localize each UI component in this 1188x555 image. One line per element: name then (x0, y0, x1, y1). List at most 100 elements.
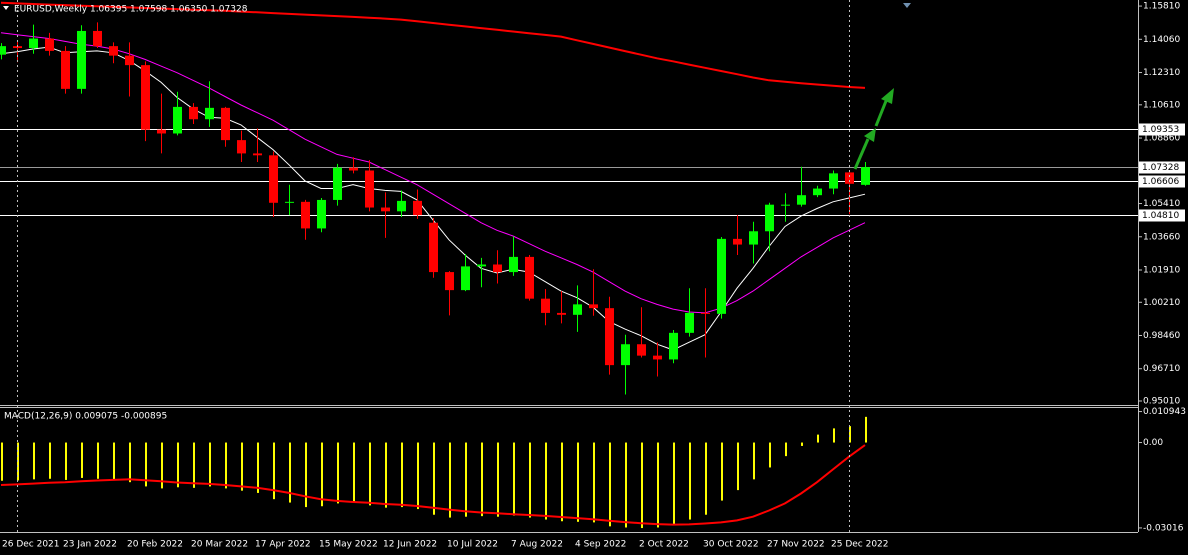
macd-bar (801, 442, 803, 446)
candle-body (253, 153, 262, 156)
y-tick-label: 1.00210 (1143, 298, 1180, 308)
macd-bar (577, 442, 579, 522)
macd-bar (385, 442, 387, 508)
price-level-label: 1.04810 (1142, 211, 1179, 221)
macd-bar (289, 442, 291, 503)
candle-body (157, 129, 166, 134)
candle-body (269, 155, 278, 203)
macd-bar (177, 442, 179, 488)
candle-body (573, 304, 582, 315)
candle-body (141, 65, 150, 130)
candle-body (29, 38, 38, 49)
macd-bar (49, 442, 51, 479)
y-tick-label: 0.95010 (1143, 397, 1180, 407)
macd-bar (753, 442, 755, 480)
candle-body (397, 200, 406, 212)
macd-bar (721, 442, 723, 501)
macd-bar (481, 442, 483, 517)
macd-bar (65, 442, 67, 480)
y-tick-label: 1.08860 (1143, 134, 1180, 144)
candle-body (333, 167, 342, 200)
macd-bar (609, 442, 611, 527)
arrow-shaft (853, 138, 870, 170)
y-tick-label: 1.05410 (1143, 199, 1180, 209)
candle-body (589, 304, 598, 309)
macd-bar (209, 442, 211, 487)
candle-body (621, 344, 630, 366)
candle-body (541, 298, 550, 313)
candle-body (861, 167, 870, 185)
arrow-shaft (874, 100, 888, 127)
macd-bar (145, 442, 147, 487)
macd-bar (465, 442, 467, 517)
macd-bar (1, 442, 3, 481)
candle-body (189, 106, 198, 120)
candle-body (205, 107, 214, 120)
candle-body (125, 55, 134, 66)
candle-body (525, 256, 534, 299)
macd-bar (81, 442, 83, 478)
candle-body (509, 256, 518, 273)
x-tick-label: 27 Nov 2022 (767, 540, 825, 550)
candle-body (237, 140, 246, 154)
candle-body (285, 201, 294, 203)
indicator-header: MACD(12,26,9) 0.009075 -0.000895 (4, 412, 167, 422)
signal-line (0, 444, 866, 526)
candle-body (61, 50, 70, 89)
arrow-head (881, 88, 894, 104)
candle-body (637, 344, 646, 356)
y-tick-label: 1.12310 (1143, 68, 1180, 78)
x-tick-label: 20 Feb 2022 (127, 540, 183, 550)
y-tick-label: 1.10610 (1143, 100, 1180, 110)
macd-bar (785, 442, 787, 457)
candle-body (173, 106, 182, 134)
macd-bar (257, 442, 259, 493)
macd-bar (193, 442, 195, 488)
y-tick-label: -0.03016 (1143, 523, 1184, 533)
candle-body (221, 107, 230, 141)
candle-body (445, 272, 454, 291)
macd-bar (273, 442, 275, 500)
macd-bar (433, 442, 435, 515)
candle-body (781, 204, 790, 206)
candle-body (701, 312, 710, 314)
price-level-label: 1.07328 (1142, 163, 1179, 173)
macd-bar (33, 442, 35, 480)
candle-body (45, 38, 54, 51)
macd-bar (449, 442, 451, 518)
candle-body (109, 46, 118, 56)
macd-bar (625, 442, 627, 528)
macd-bar (529, 442, 531, 518)
macd-bar (865, 416, 867, 443)
x-tick-label: 10 Jul 2022 (447, 540, 498, 550)
macd-bar (225, 442, 227, 489)
macd-bar (833, 428, 835, 443)
candle-body (829, 173, 838, 189)
candle-body (301, 201, 310, 229)
candle-body (413, 200, 422, 216)
candle-body (653, 355, 662, 360)
macd-bar (641, 442, 643, 529)
y-tick-label: 1.01910 (1143, 266, 1180, 276)
y-tick-label: 0.00 (1143, 438, 1163, 448)
y-tick-label: 1.14060 (1143, 35, 1180, 45)
macd-bar (593, 442, 595, 523)
candle-body (13, 46, 22, 49)
price-level-box (1139, 161, 1185, 174)
candle-body (93, 30, 102, 47)
candle-body (813, 188, 822, 196)
macd-panel (0, 416, 867, 529)
x-tick-label: 2 Oct 2022 (639, 540, 689, 550)
macd-bar (657, 442, 659, 528)
chart-header: EURUSD,Weekly 1.06395 1.07598 1.06350 1.… (14, 5, 248, 15)
macd-bar (97, 442, 99, 479)
moving-average (0, 1, 866, 89)
macd-bar (849, 426, 851, 443)
macd-bar (769, 442, 771, 468)
macd-bar (497, 442, 499, 517)
candle-body (749, 231, 758, 245)
y-tick-label: 0.96710 (1143, 364, 1180, 374)
x-tick-label: 12 Jun 2022 (383, 540, 437, 550)
macd-bar (161, 442, 163, 489)
